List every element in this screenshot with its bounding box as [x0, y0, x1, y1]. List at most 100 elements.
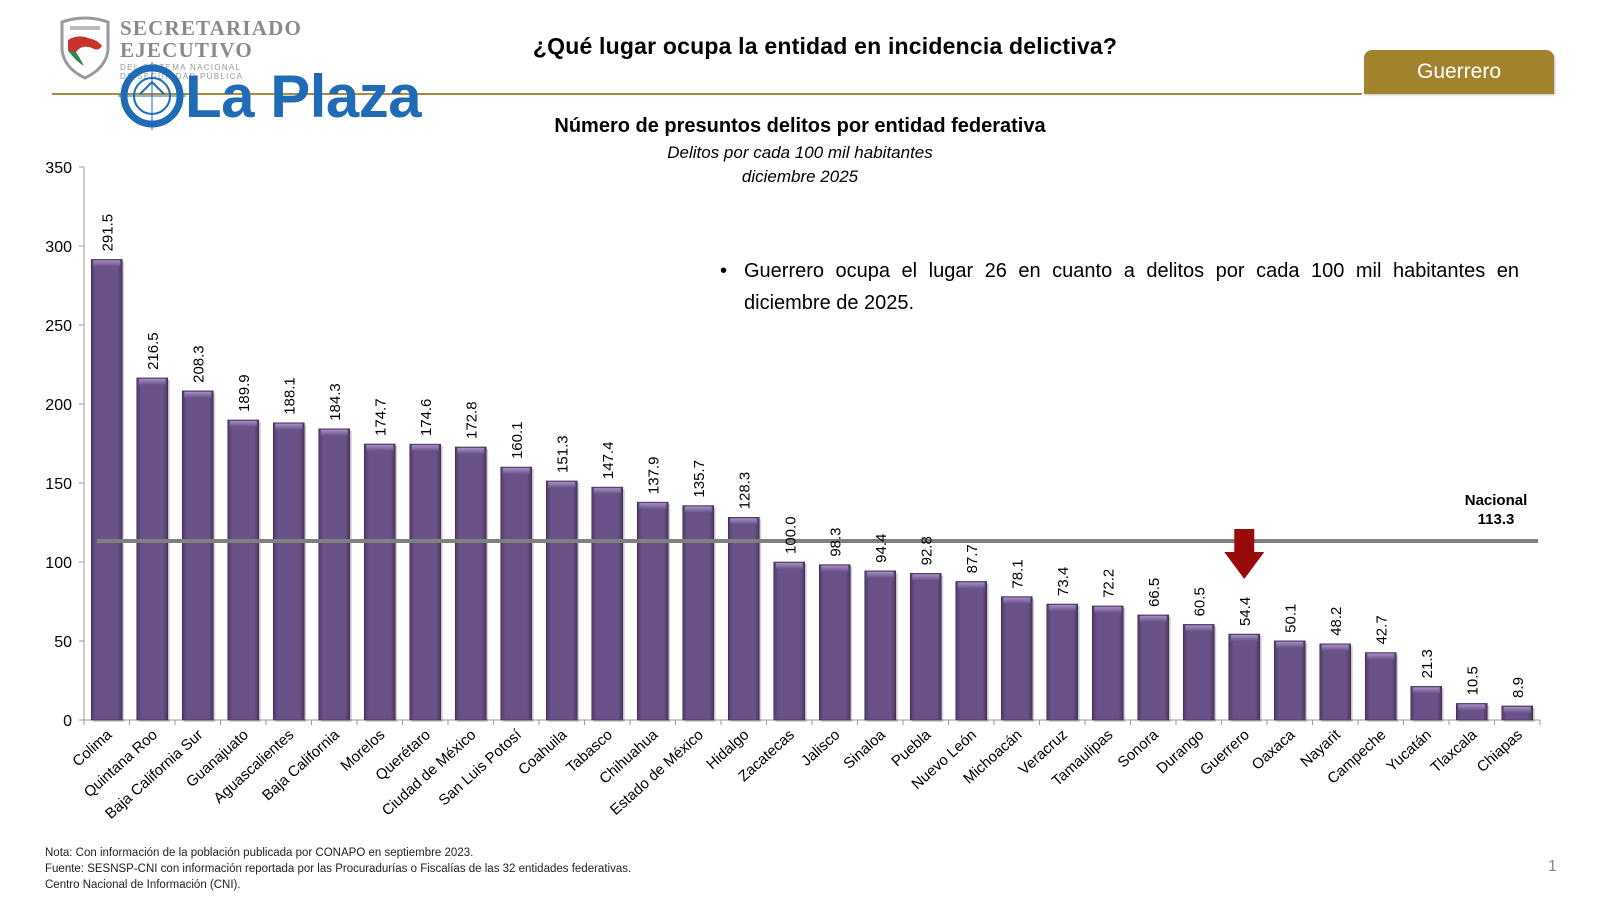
- bar-cap: [1503, 706, 1531, 713]
- bar-cap: [957, 582, 985, 589]
- bar-cap: [229, 420, 257, 427]
- bar: [1046, 603, 1080, 722]
- value-label: 151.3: [555, 435, 572, 473]
- category-label: San Luis Potosí: [435, 726, 525, 809]
- org-name-subtitle: DEL SISTEMA NACIONAL DE SEGURIDAD PÚBLIC…: [120, 63, 243, 81]
- value-label: 147.4: [600, 442, 617, 480]
- bar-cap: [1276, 641, 1304, 648]
- bar: [409, 443, 443, 722]
- value-label: 8.9: [1510, 677, 1527, 698]
- bar-cap: [411, 445, 439, 452]
- bar: [1091, 605, 1126, 722]
- bar-body: [818, 564, 851, 721]
- bar-cap: [1185, 625, 1213, 632]
- bar: [1000, 596, 1035, 722]
- y-tick-label: 0: [63, 713, 72, 730]
- bar-body: [1182, 624, 1215, 721]
- bar-cap: [821, 565, 849, 572]
- bullet-icon: •: [720, 260, 728, 282]
- bar-body: [545, 480, 578, 721]
- value-label: 291.5: [100, 214, 117, 252]
- bar: [90, 259, 125, 722]
- bar-body: [181, 390, 214, 721]
- bar-body: [272, 422, 305, 721]
- value-label: 135.7: [691, 460, 708, 498]
- bar-cap: [912, 574, 940, 581]
- category-label: Jalisco: [798, 726, 843, 769]
- category-label: Guerrero: [1197, 726, 1253, 779]
- y-tick-label: 250: [45, 318, 72, 335]
- bar-cap: [866, 571, 894, 578]
- bar-cap: [275, 423, 303, 430]
- national-reference-label: Nacional: [1465, 492, 1528, 509]
- highlight-marker: [1224, 528, 1265, 579]
- category-label: Oaxaca: [1249, 726, 1299, 774]
- bar-cap: [730, 518, 758, 525]
- bar-body: [1364, 652, 1397, 721]
- bar: [181, 390, 216, 722]
- org-name-line4: DE SEGURIDAD PÚBLICA: [120, 72, 244, 81]
- category-label: Aguascalientes: [210, 726, 297, 807]
- bar-body: [591, 486, 624, 721]
- bar-body: [1273, 640, 1306, 721]
- bar-body: [636, 501, 669, 721]
- national-reference-value: 113.3: [1478, 511, 1515, 528]
- bar-cap: [1412, 687, 1440, 694]
- footnote-nota: Nota: Con información de la población pu…: [45, 847, 474, 859]
- bar: [727, 516, 762, 722]
- bar: [773, 561, 807, 722]
- value-label: 78.1: [1010, 559, 1027, 588]
- bar-cap: [1048, 605, 1076, 612]
- value-label: 208.3: [191, 345, 208, 383]
- footnote-cni: Centro Nacional de Información (CNI).: [45, 879, 241, 891]
- la-plaza-logo-icon: [118, 62, 186, 130]
- bar-body: [955, 581, 988, 721]
- bar-body: [136, 377, 169, 721]
- y-tick-label: 200: [45, 397, 72, 414]
- bar: [1273, 640, 1308, 722]
- bar: [682, 505, 716, 722]
- value-label: 184.3: [327, 383, 344, 421]
- value-label: 160.1: [509, 421, 526, 459]
- value-label: 60.5: [1192, 587, 1209, 616]
- down-arrow-icon: [1224, 528, 1265, 579]
- chart-title: Número de presuntos delitos por entidad …: [554, 115, 1046, 137]
- bar: [864, 570, 898, 722]
- bar-body: [682, 505, 715, 721]
- la-plaza-watermark: La Plaza: [185, 63, 422, 130]
- value-label: 94.4: [873, 534, 890, 563]
- chart-period: diciembre 2025: [741, 167, 859, 186]
- bar-body: [90, 259, 123, 721]
- bullet-note: • Guerrero ocupa el lugar 26 en cuanto a …: [720, 255, 1519, 319]
- value-label: 98.3: [828, 527, 845, 556]
- value-label: 128.3: [737, 472, 754, 510]
- bar-cap: [93, 260, 121, 267]
- org-name-line1: SECRETARIADO: [120, 16, 303, 40]
- bar: [500, 466, 534, 722]
- value-label: 42.7: [1374, 615, 1391, 644]
- y-tick-label: 300: [45, 239, 72, 256]
- bar-cap: [138, 378, 166, 385]
- bar-cap: [548, 481, 576, 488]
- bar-body: [318, 428, 351, 721]
- bar-cap: [1367, 653, 1395, 660]
- bar-cap: [639, 503, 667, 510]
- bar-body: [1319, 643, 1352, 721]
- value-label: 21.3: [1419, 649, 1436, 678]
- bar: [1319, 643, 1353, 722]
- bar: [318, 428, 352, 722]
- bar-body: [1228, 633, 1261, 721]
- value-label: 66.5: [1146, 578, 1163, 607]
- bar-body: [227, 419, 260, 721]
- page-title: ¿Qué lugar ocupa la entidad en incidenci…: [532, 33, 1118, 59]
- bullet-note-text: Guerrero ocupa el lugar 26 en cuanto a d…: [744, 260, 1519, 314]
- y-tick-label: 150: [45, 476, 72, 493]
- bar: [1228, 633, 1262, 722]
- bar-body: [500, 466, 533, 721]
- bar-cap: [1003, 597, 1031, 604]
- national-reference: Nacional 113.3: [96, 492, 1538, 543]
- value-label: 216.5: [145, 332, 162, 370]
- category-label: Chiapas: [1474, 726, 1526, 775]
